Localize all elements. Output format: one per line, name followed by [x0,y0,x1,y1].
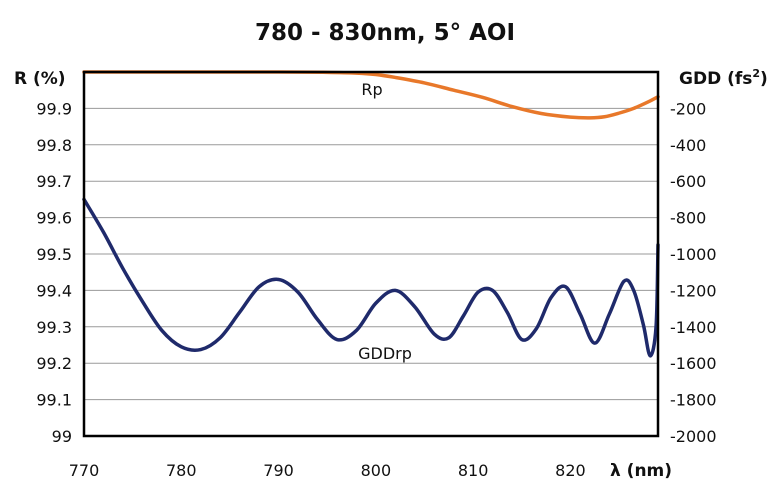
y-axis-right-label: GDD (fs2) [679,67,768,89]
y-left-tick-label: 99.5 [36,245,72,264]
x-axis-ticks: 770 780 790 800 810 820 [69,461,586,480]
plot-frame [82,70,660,438]
y-left-tick-label: 99.7 [36,172,72,191]
y-right-tick-label: -2000 [670,427,717,446]
x-tick-label: 790 [263,461,294,480]
series-layer [82,70,660,358]
y-right-tick-label: -1200 [670,281,717,300]
y-right-tick-label: -1400 [670,318,717,337]
y-right-tick-label: -400 [670,136,706,155]
y-right-tick-label: -800 [670,209,706,228]
x-axis-label: λ (nm) [610,461,672,481]
y-right-tick-label: -1800 [670,391,717,410]
x-tick-label: 820 [555,461,586,480]
y-axis-right-label-prefix: GDD (fs [679,69,752,89]
y-right-tick-label: -600 [670,172,706,191]
x-tick-label: 800 [361,461,392,480]
y-right-tick-label: -1000 [670,245,717,264]
gddrp-series-label: GDDrp [358,344,412,363]
grid-lines [84,107,658,401]
y-axis-right-label-suffix: ) [760,69,768,89]
y-left-tick-label: 99.2 [36,354,72,373]
y-right-tick-label: -1600 [670,354,717,373]
y-left-tick-label: 99.4 [36,281,72,300]
rp-series-label: Rp [361,80,382,99]
x-tick-label: 770 [69,461,100,480]
y-axis-right-ticks: -2000 -1800 -1600 -1400 -1200 -1000 -800 -600 -4… [670,99,717,446]
x-tick-label: 810 [458,461,489,480]
y-axis-right-label-sup: 2 [752,67,760,80]
y-left-tick-label: 99.8 [36,136,72,155]
chart-title: 780 - 830nm, 5° AOI [255,20,515,46]
y-right-tick-label: -200 [670,99,706,118]
y-left-tick-label: 99 [52,427,72,446]
y-left-tick-label: 99.6 [36,209,72,228]
y-left-tick-label: 99.1 [36,391,72,410]
series-line-gddrp [82,197,660,358]
y-left-tick-label: 99.9 [36,99,72,118]
y-left-tick-label: 99.3 [36,318,72,337]
y-axis-left-ticks: 99 99.1 99.2 99.3 99.4 99.5 99.6 99.7 99.8 99.9 [36,99,72,446]
y-axis-left-label: R (%) [14,69,66,89]
x-tick-label: 780 [166,461,197,480]
